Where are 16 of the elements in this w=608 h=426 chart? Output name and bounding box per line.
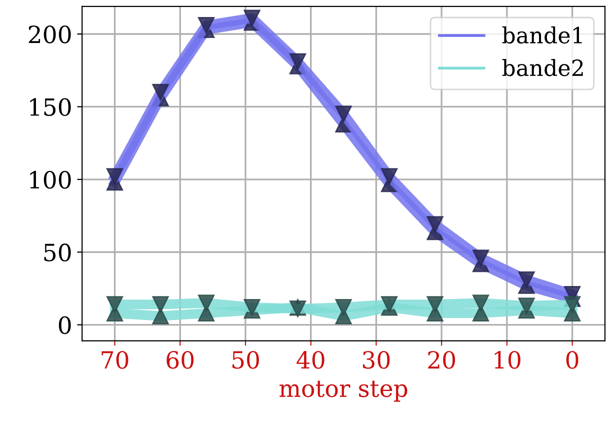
x-tick-label: 0: [566, 350, 578, 369]
x-tick-label: 30: [362, 350, 390, 369]
y-tick-label: 50: [44, 244, 71, 262]
x-tick-label: 70: [102, 350, 128, 369]
x-tick-label: 40: [296, 350, 324, 369]
y-tick-label: 200: [28, 25, 71, 44]
x-tick-label: 20: [428, 350, 456, 369]
y-tick-label: 0: [58, 316, 71, 334]
x-tick-label: 50: [232, 350, 259, 369]
legend-label: bande2: [502, 59, 583, 76]
x-axis-title: motor step: [279, 380, 408, 402]
x-tick-label: 60: [166, 350, 194, 369]
y-tick-label: 100: [30, 170, 71, 189]
x-tick-label: 10: [494, 350, 520, 369]
legend-label: bande1: [502, 26, 582, 44]
y-tick-label: 150: [30, 98, 71, 116]
